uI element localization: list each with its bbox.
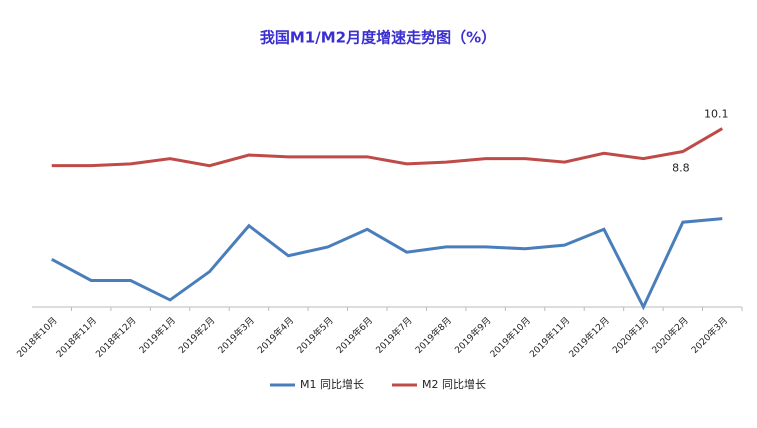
legend-label: M2 同比增长: [422, 377, 486, 391]
legend-label: M1 同比增长: [300, 377, 364, 391]
data-label: 10.1: [704, 108, 729, 121]
series-line: [51, 127, 724, 168]
data-label: 8.8: [672, 162, 690, 175]
chart-title: 我国M1/M2月度增速走势图（%）: [260, 29, 496, 47]
series-line: [51, 217, 723, 311]
